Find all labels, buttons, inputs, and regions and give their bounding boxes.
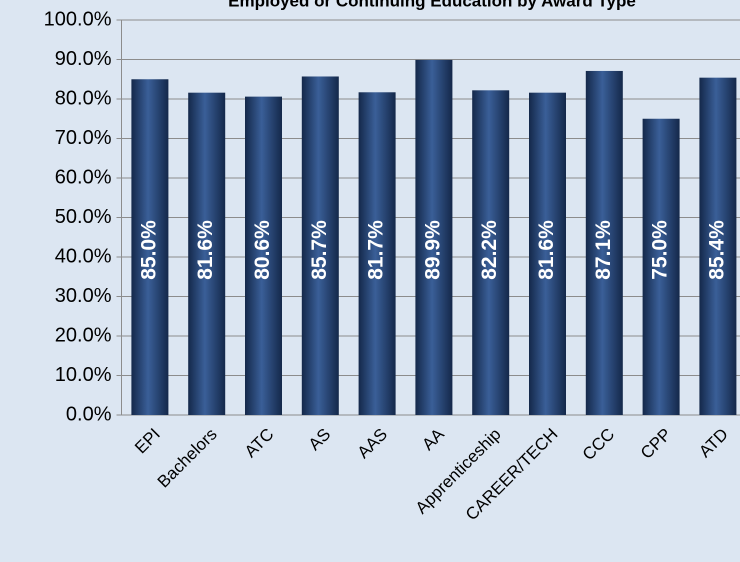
bar (472, 90, 510, 415)
value-label: 85.4% (705, 220, 728, 280)
value-label: 81.6% (535, 220, 558, 280)
bar (642, 118, 680, 415)
bar (529, 92, 566, 416)
value-label: 89.9% (421, 220, 444, 280)
y-tick-label: 50.0% (55, 206, 112, 228)
value-label: 85.0% (137, 220, 160, 280)
y-tick-label: 20.0% (55, 324, 112, 346)
y-tick-label: 10.0% (55, 364, 112, 386)
y-tick-label: 90.0% (55, 48, 112, 70)
bar (301, 76, 339, 416)
bar (188, 92, 226, 416)
y-tick-label: 70.0% (55, 127, 112, 149)
y-tick-label: 100.0% (44, 8, 112, 30)
value-label: 81.6% (194, 220, 217, 280)
y-tick-label: 80.0% (55, 87, 112, 109)
value-label: 87.1% (592, 220, 615, 280)
value-label: 75.0% (649, 220, 672, 280)
value-label: 80.6% (251, 220, 274, 280)
value-label: 85.7% (308, 220, 331, 280)
bar (131, 79, 169, 415)
y-tick-label: 60.0% (55, 166, 112, 188)
bar (245, 96, 282, 415)
y-tick-label: 30.0% (55, 285, 112, 307)
y-tick-label: 40.0% (55, 245, 112, 267)
bar (415, 59, 453, 416)
value-label: 82.2% (478, 220, 501, 280)
bar (358, 92, 396, 415)
value-label: 81.7% (365, 220, 388, 280)
y-tick-label: 0.0% (66, 403, 112, 425)
bar (699, 77, 737, 416)
chart-title: Employed or Continuing Education by Awar… (228, 0, 636, 10)
bar (585, 70, 623, 415)
